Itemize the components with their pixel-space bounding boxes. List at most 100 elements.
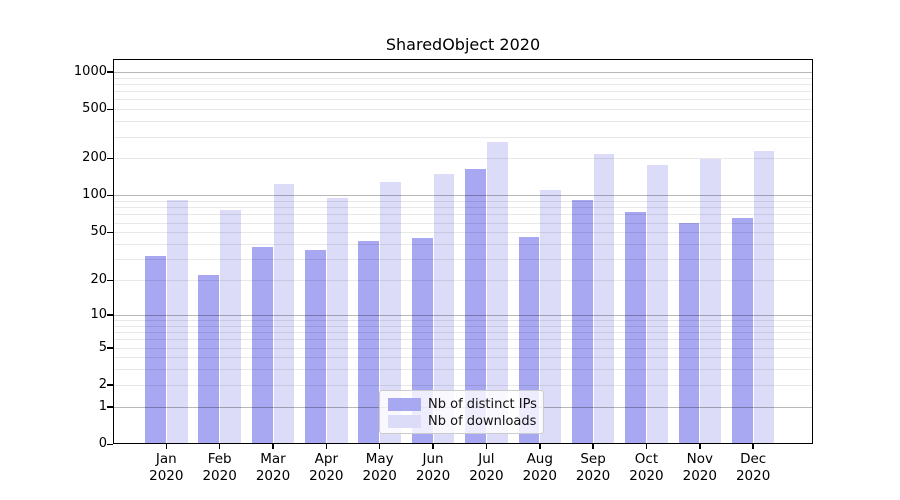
x-tick-mark [539,444,541,449]
y-tick-mark [107,108,113,111]
grid-line-major [113,195,813,197]
grid-line-minor [113,222,813,224]
x-tick-mark [485,444,488,449]
y-tick-label: 100 [82,187,107,203]
y-tick-label: 0 [98,436,107,451]
chart-title: SharedObject 2020 [385,35,541,54]
grid-line-minor [113,136,813,138]
bar-distinct-ips [571,199,593,444]
grid-line-minor [113,244,813,245]
legend-item-distinct-ips: Nb of distinct IPs [388,396,537,412]
legend-swatch-distinct-ips-icon [388,397,421,411]
y-tick-mark [107,384,113,386]
y-tick-label: 20 [90,272,107,288]
x-tick-mark [165,444,168,449]
bar-distinct-ips [358,241,380,444]
legend-item-downloads: Nb of downloads [388,413,537,429]
grid-layer [113,59,813,444]
x-tick-mark [272,444,274,449]
x-tick-label: Jul 2020 [469,451,504,484]
x-tick-label: Dec 2020 [735,451,771,484]
bar-downloads [753,150,775,444]
bar-downloads [700,158,722,444]
bar-distinct-ips [731,217,753,444]
y-tick-mark [107,157,113,160]
grid-line-minor [113,259,813,261]
grid-line-minor [113,207,813,209]
bar-downloads [540,189,561,444]
bar-downloads [380,181,401,444]
legend-swatch-downloads-icon [388,414,421,428]
x-tick-label: Oct 2020 [629,451,664,484]
grid-line-minor [113,325,813,327]
grid-line-minor [113,214,813,216]
grid-line-minor [113,384,813,386]
y-tick-label: 2 [98,376,107,392]
bar-distinct-ips [198,275,220,444]
grid-line-minor [113,99,813,101]
grid-line-minor [113,201,813,203]
y-tick-label: 500 [82,101,107,117]
grid-line-minor [113,158,813,160]
bar-downloads [220,210,241,444]
y-tick-label: 1 [98,398,107,414]
x-tick-label: Aug 2020 [522,451,557,484]
y-tick-mark [107,347,113,349]
grid-line-minor [113,357,813,359]
x-tick-mark [432,444,434,449]
x-tick-mark [378,444,381,449]
grid-line-minor [113,347,813,349]
grid-line-minor [113,109,813,111]
plot-area [113,59,813,444]
x-tick-label: Apr 2020 [309,451,344,484]
y-tick-mark [107,194,113,197]
x-tick-mark [699,444,701,449]
grid-line-minor [113,83,813,85]
x-tick-mark [645,444,648,449]
grid-line-minor [113,232,813,234]
grid-line-major [113,71,813,73]
y-tick-label: 1000 [73,63,107,79]
x-tick-mark [592,444,594,449]
bar-distinct-ips [625,211,646,444]
x-tick-label: Mar 2020 [255,451,291,484]
y-tick-label: 5 [98,339,107,355]
grid-line-minor [113,369,813,371]
bar-distinct-ips [465,169,486,444]
bar-distinct-ips [251,246,273,444]
legend-label-distinct-ips: Nb of distinct IPs [428,396,537,412]
bar-downloads [326,198,348,444]
bar-distinct-ips [678,222,700,444]
y-tick-label: 200 [82,150,107,166]
y-tick-mark [107,231,113,234]
grid-line-minor [113,91,813,93]
x-tick-label: Sep 2020 [575,451,611,484]
bar-downloads [166,199,188,444]
x-tick-label: Jan 2020 [149,451,184,484]
y-tick-mark [107,314,113,316]
grid-line-minor [113,280,813,282]
x-tick-mark [325,444,328,449]
bar-distinct-ips [145,255,166,444]
bar-downloads [593,154,615,444]
legend-label-downloads: Nb of downloads [428,413,537,429]
x-tick-label: May 2020 [362,451,397,484]
y-tick-mark [107,443,113,445]
x-tick-mark [752,444,754,449]
x-tick-label: Nov 2020 [682,451,717,484]
grid-line-minor [113,121,813,123]
bar-downloads [433,174,455,444]
x-tick-mark [218,444,221,449]
bar-downloads [486,142,508,444]
y-tick-mark [107,71,113,73]
bar-distinct-ips [305,249,326,444]
grid-line-minor [113,339,813,341]
grid-line-minor [113,332,813,334]
grid-line-minor [113,77,813,79]
grid-line-major [113,314,813,316]
y-tick-label: 10 [90,306,107,322]
legend: Nb of distinct IPs Nb of downloads [379,390,544,434]
y-tick-mark [107,406,113,408]
y-tick-mark [107,279,113,282]
